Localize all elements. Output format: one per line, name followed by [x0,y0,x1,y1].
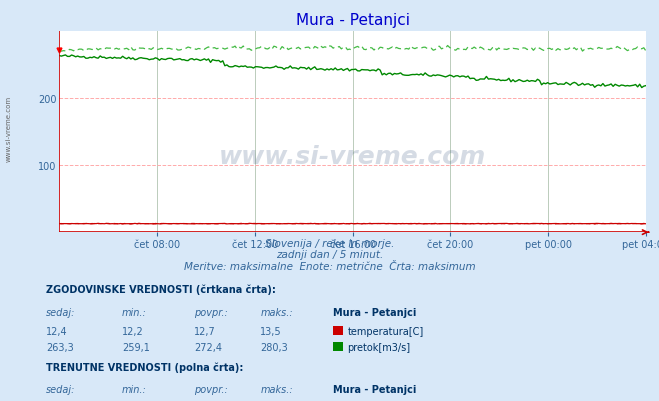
Text: 12,7: 12,7 [194,326,216,336]
Text: maks.:: maks.: [260,307,293,317]
Text: www.si-vreme.com: www.si-vreme.com [5,95,11,161]
Text: 13,5: 13,5 [260,326,282,336]
Text: pretok[m3/s]: pretok[m3/s] [347,342,411,352]
Text: temperatura[C]: temperatura[C] [347,326,424,336]
Text: ZGODOVINSKE VREDNOSTI (črtkana črta):: ZGODOVINSKE VREDNOSTI (črtkana črta): [46,284,276,295]
Text: 12,4: 12,4 [46,326,68,336]
Text: min.:: min.: [122,307,147,317]
Text: sedaj:: sedaj: [46,307,76,317]
Text: Mura - Petanjci: Mura - Petanjci [333,307,416,317]
Text: maks.:: maks.: [260,384,293,394]
Text: sedaj:: sedaj: [46,384,76,394]
Text: povpr.:: povpr.: [194,307,228,317]
Text: www.si-vreme.com: www.si-vreme.com [219,144,486,168]
Title: Mura - Petanjci: Mura - Petanjci [296,13,409,28]
Text: povpr.:: povpr.: [194,384,228,394]
Text: Mura - Petanjci: Mura - Petanjci [333,384,416,394]
Text: min.:: min.: [122,384,147,394]
Text: 12,2: 12,2 [122,326,144,336]
Text: zadnji dan / 5 minut.: zadnji dan / 5 minut. [276,250,383,260]
Text: Slovenija / reke in morje.: Slovenija / reke in morje. [265,239,394,249]
Text: 259,1: 259,1 [122,342,150,352]
Text: 263,3: 263,3 [46,342,74,352]
Text: TRENUTNE VREDNOSTI (polna črta):: TRENUTNE VREDNOSTI (polna črta): [46,362,244,372]
Text: 280,3: 280,3 [260,342,288,352]
Text: Meritve: maksimalne  Enote: metrične  Črta: maksimum: Meritve: maksimalne Enote: metrične Črta… [184,261,475,271]
Text: 272,4: 272,4 [194,342,222,352]
